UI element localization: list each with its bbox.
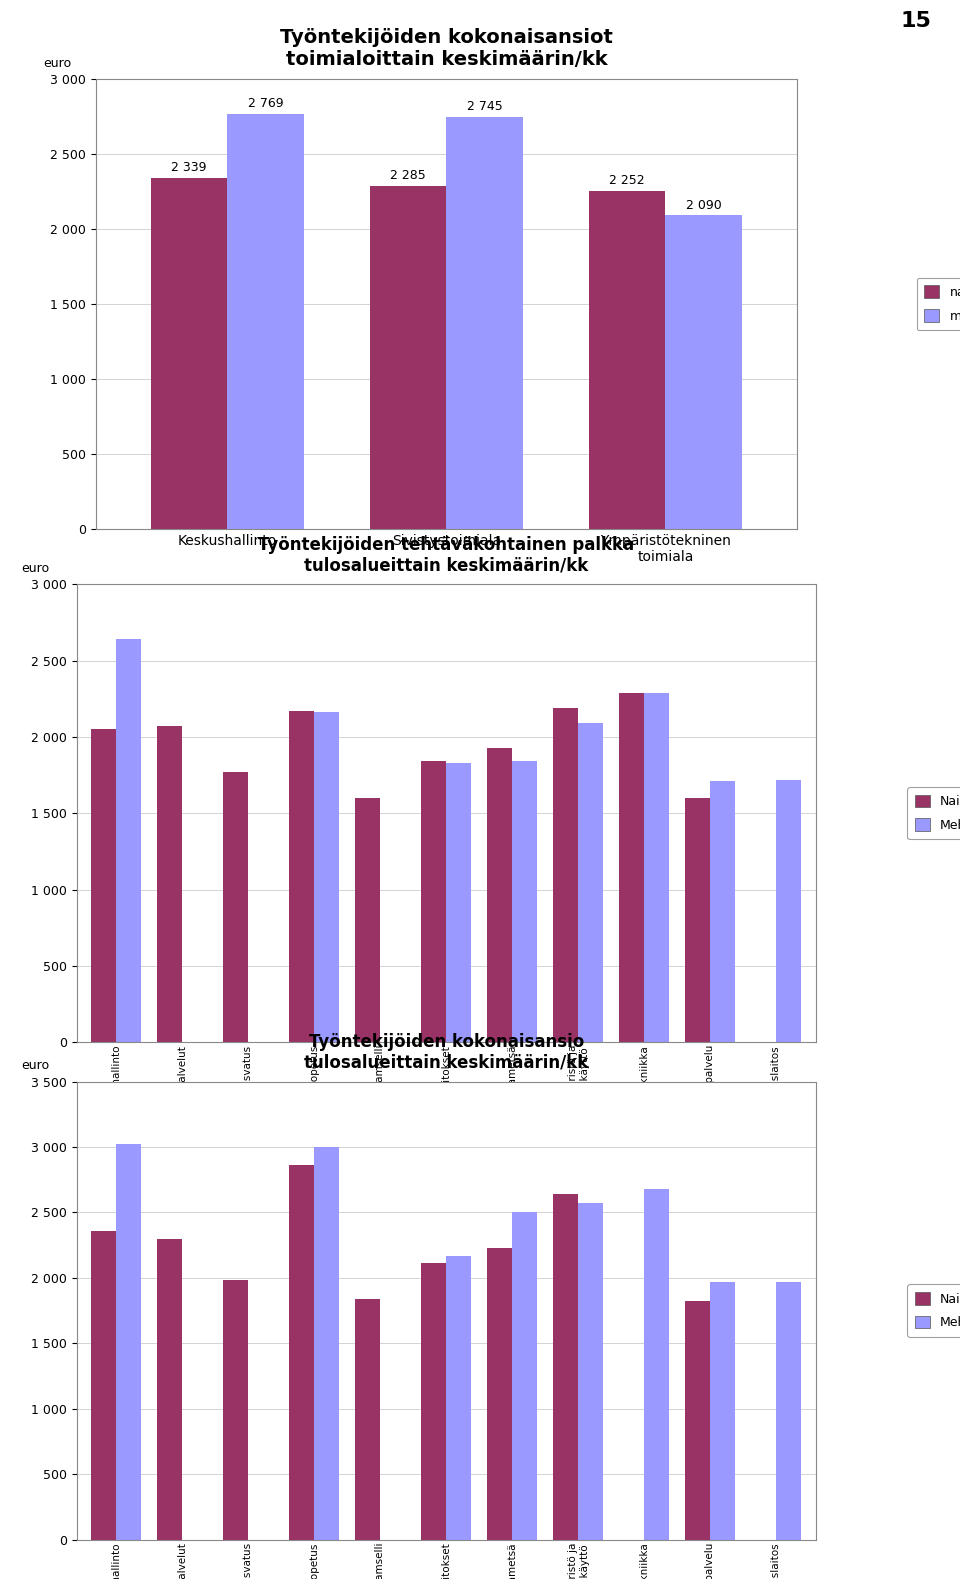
Text: euro: euro [43, 57, 72, 69]
Bar [588, 191, 665, 529]
Text: 15: 15 [900, 11, 931, 32]
Bar [421, 1263, 446, 1540]
Bar [91, 729, 116, 1042]
Bar [685, 797, 710, 1042]
Bar [228, 114, 304, 529]
Bar [224, 1281, 249, 1540]
Bar [91, 1230, 116, 1540]
Bar [578, 723, 604, 1042]
Title: Työntekijöiden kokonaisansio
tulosalueittain keskimäärin/kk: Työntekijöiden kokonaisansio tulosalueit… [304, 1033, 588, 1072]
Bar [777, 1282, 802, 1540]
Bar [370, 186, 446, 529]
Bar [151, 178, 228, 529]
Bar [421, 761, 446, 1042]
Bar [314, 1146, 340, 1540]
Bar [513, 761, 538, 1042]
Bar [446, 1255, 471, 1540]
Bar [488, 747, 513, 1042]
Bar [578, 1203, 604, 1540]
Bar [116, 1145, 141, 1540]
Bar [513, 1213, 538, 1540]
Legend: Naiset, Mehet: Naiset, Mehet [907, 786, 960, 840]
Text: 2 339: 2 339 [171, 161, 206, 174]
Text: euro: euro [21, 1060, 50, 1072]
Bar [710, 1282, 735, 1540]
Bar [289, 711, 315, 1042]
Bar [314, 712, 340, 1042]
Text: 2 745: 2 745 [467, 101, 503, 114]
Bar [157, 1238, 182, 1540]
Title: Työntekijöiden tehtäväkohtainen palkka
tulosalueittain keskimäärin/kk: Työntekijöiden tehtäväkohtainen palkka t… [258, 535, 635, 575]
Bar [644, 693, 669, 1042]
Text: 2 285: 2 285 [390, 169, 426, 183]
Bar [619, 693, 644, 1042]
Bar [116, 639, 141, 1042]
Legend: Naiset, Mehet: Naiset, Mehet [907, 1284, 960, 1337]
Bar [355, 797, 380, 1042]
Bar [710, 782, 735, 1042]
Bar [488, 1247, 513, 1540]
Bar [685, 1301, 710, 1540]
Bar [644, 1189, 669, 1540]
Bar [553, 1194, 578, 1540]
Legend: naiset, miehet: naiset, miehet [917, 278, 960, 330]
Bar [446, 763, 471, 1042]
Text: 2 090: 2 090 [685, 199, 722, 212]
Bar [289, 1165, 315, 1540]
Title: Työntekijöiden kokonaisansiot
toimialoittain keskimäärin/kk: Työntekijöiden kokonaisansiot toimialoit… [280, 28, 612, 69]
Bar [777, 780, 802, 1042]
Bar [224, 772, 249, 1042]
Bar [665, 215, 742, 529]
Text: 2 252: 2 252 [610, 174, 645, 188]
Text: 2 769: 2 769 [248, 96, 283, 111]
Bar [553, 707, 578, 1042]
Bar [355, 1300, 380, 1540]
Text: euro: euro [21, 562, 50, 575]
Bar [157, 726, 182, 1042]
Bar [446, 117, 523, 529]
